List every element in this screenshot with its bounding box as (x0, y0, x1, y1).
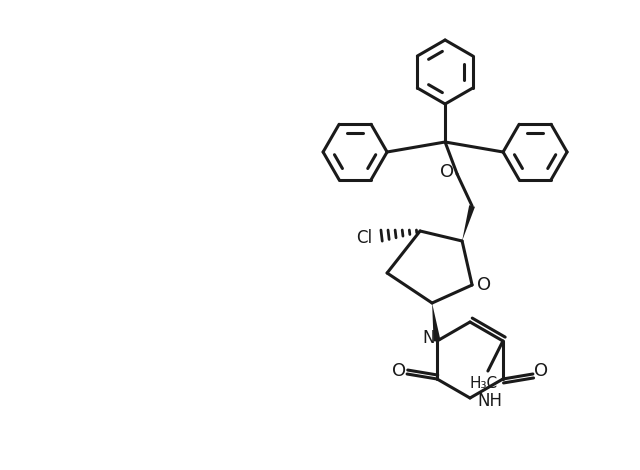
Text: O: O (440, 163, 454, 181)
Polygon shape (432, 303, 440, 342)
Polygon shape (462, 205, 475, 241)
Text: Cl: Cl (356, 229, 372, 247)
Text: H₃C: H₃C (470, 376, 498, 391)
Text: O: O (477, 276, 491, 294)
Text: O: O (392, 362, 406, 380)
Text: O: O (534, 362, 548, 380)
Text: N: N (423, 329, 435, 347)
Text: NH: NH (477, 392, 502, 410)
